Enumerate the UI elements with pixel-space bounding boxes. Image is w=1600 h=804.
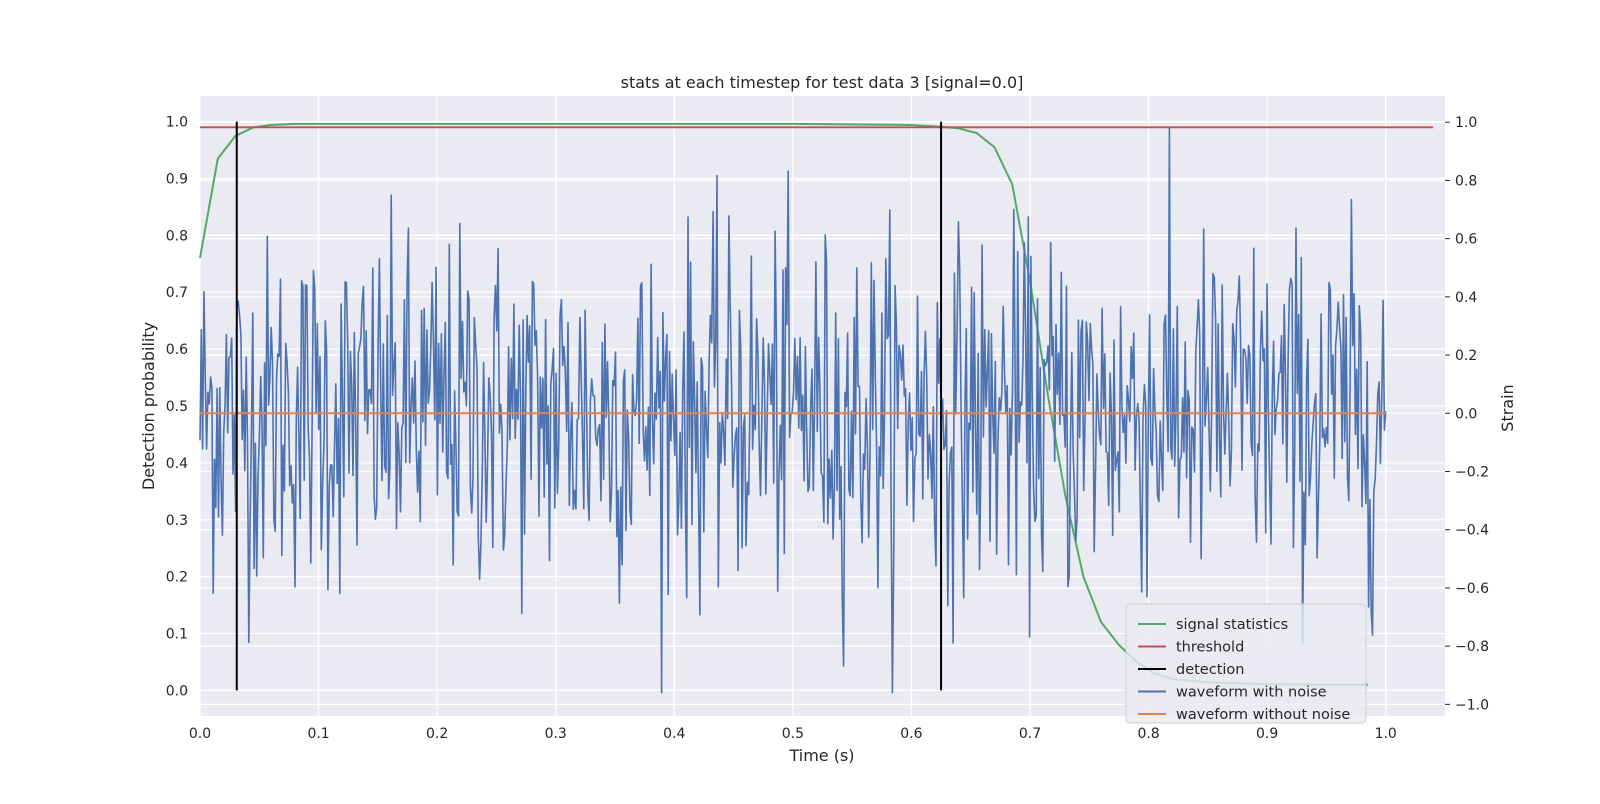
x-axis-label: Time (s) [788,746,854,765]
y-right-tick-label: 0.4 [1455,290,1477,306]
y-left-tick-label: 0.5 [166,399,188,415]
left-y-axis-label: Detection probability [139,322,158,490]
y-right-tick-label: 0.2 [1455,348,1477,364]
y-left-tick-label: 0.8 [166,228,188,244]
x-tick-labels: 0.0 0.1 0.2 0.3 0.4 0.5 0.6 0.7 0.8 0.9 1.0 [189,726,1397,742]
y-right-tick-label: 0.6 [1455,232,1477,248]
y-left-tick-label: 0.9 [166,171,188,187]
x-tick-label: 0.1 [307,726,329,742]
left-y-tick-labels: 0.0 0.1 0.2 0.3 0.4 0.5 0.6 0.7 0.8 0.9 1.0 [166,115,188,700]
x-tick-label: 0.0 [189,726,211,742]
y-right-tick-label: 0.0 [1455,406,1477,422]
y-right-tick-label: −0.8 [1455,639,1489,655]
x-tick-label: 0.4 [663,726,685,742]
y-left-tick-label: 0.2 [166,570,188,586]
y-right-tick-label: 0.8 [1455,173,1477,189]
legend: signal statistics threshold detection wavef… [1125,603,1367,724]
right-y-axis-label: Strain [1498,384,1517,431]
x-tick-label: 0.7 [1019,726,1041,742]
x-tick-label: 0.5 [782,726,804,742]
y-left-tick-label: 0.1 [166,627,188,643]
x-tick-label: 0.3 [545,726,567,742]
y-right-tick-label: −0.2 [1455,464,1489,480]
y-left-tick-label: 0.0 [166,683,188,699]
legend-label: signal statistics [1176,617,1288,633]
x-tick-label: 0.6 [900,726,922,742]
y-left-tick-label: 0.7 [166,285,188,301]
y-right-tick-label: −0.4 [1455,523,1489,539]
y-left-tick-label: 1.0 [166,115,188,131]
legend-label: threshold [1176,640,1244,656]
right-y-tick-labels: −1.0 −0.8 −0.6 −0.4 −0.2 0.0 0.2 0.4 0.6 0.8 1.0 [1445,115,1489,713]
y-right-tick-label: −0.6 [1455,581,1489,597]
x-tick-label: 0.8 [1137,726,1159,742]
y-left-tick-label: 0.4 [166,456,188,472]
chart-title: stats at each timestep for test data 3 [… [621,73,1024,92]
y-right-tick-label: 1.0 [1455,115,1477,131]
x-tick-label: 0.9 [1256,726,1278,742]
waveform-with-noise-line [199,126,1387,694]
x-tick-label: 0.2 [426,726,448,742]
x-tick-label: 1.0 [1375,726,1397,742]
y-left-tick-label: 0.6 [166,342,188,358]
legend-label: waveform with noise [1176,685,1327,701]
legend-label: waveform without noise [1176,707,1350,723]
y-left-tick-label: 0.3 [166,513,188,529]
legend-box [1125,603,1367,724]
legend-label: detection [1176,662,1244,678]
y-right-tick-label: −1.0 [1455,697,1489,713]
